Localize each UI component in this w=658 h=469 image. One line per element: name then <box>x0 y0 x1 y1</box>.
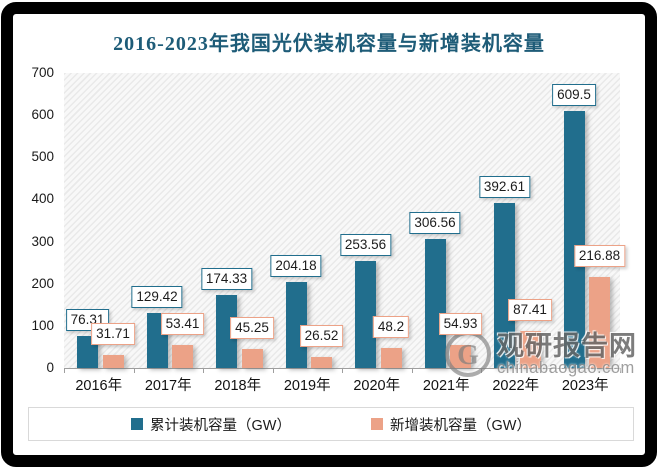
y-axis-tick-label: 0 <box>46 360 54 375</box>
x-axis-tick <box>620 368 621 373</box>
x-axis-tick <box>272 368 274 373</box>
y-axis-tick-label: 300 <box>31 233 54 249</box>
x-axis-category-label: 2017年 <box>144 378 192 394</box>
bar-new-2023年 <box>589 276 610 368</box>
bar-new-2016年 <box>102 354 124 368</box>
data-label-new-2020年: 48.2 <box>372 315 410 338</box>
legend-item: 新增装机容量（GW） <box>371 414 531 435</box>
bar-cumulative-2021年 <box>424 238 446 368</box>
data-label-cumulative-2023年: 609.5 <box>552 84 596 107</box>
g-circle-logo-icon: G <box>445 331 491 377</box>
x-axis-category-label: 2023年 <box>561 378 609 394</box>
data-label-new-2017年: 53.41 <box>160 313 205 336</box>
x-axis-tick <box>342 368 343 373</box>
data-label-cumulative-2017年: 129.42 <box>131 286 183 309</box>
watermark-url: chinabaogao.com <box>497 359 635 377</box>
data-label-new-2023年: 216.88 <box>573 244 626 267</box>
bar-new-2019年 <box>311 356 332 368</box>
y-axis-tick-label: 200 <box>31 275 54 291</box>
legend-label: 累计装机容量（GW） <box>150 417 291 434</box>
data-label-new-2022年: 87.41 <box>508 299 552 322</box>
data-label-cumulative-2020年: 253.56 <box>339 234 392 257</box>
y-axis-tick-label: 500 <box>31 149 54 165</box>
svg-text:G: G <box>457 340 479 371</box>
x-axis-category-label: 2021年 <box>422 378 470 394</box>
chart-title: 2016-2023年我国光伏装机容量与新增装机容量 <box>113 33 545 55</box>
watermark: G 观研报告网 chinabaogao.com <box>443 328 637 380</box>
legend-label: 新增装机容量（GW） <box>390 417 531 434</box>
data-label-cumulative-2019年: 204.18 <box>270 254 322 277</box>
x-axis-tick <box>550 368 552 373</box>
bar-cumulative-2023年 <box>563 111 585 368</box>
data-label-new-2016年: 31.71 <box>91 322 135 345</box>
data-label-cumulative-2022年: 392.61 <box>478 175 531 198</box>
data-label-new-2018年: 45.25 <box>230 316 274 339</box>
x-axis-category-label: 2018年 <box>214 378 262 394</box>
data-label-cumulative-2021年: 306.56 <box>409 211 461 234</box>
y-axis-tick-label: 100 <box>31 317 54 333</box>
x-axis-tick <box>203 368 204 373</box>
bar-new-2021年 <box>450 344 471 368</box>
data-label-new-2019年: 26.52 <box>299 324 344 347</box>
x-axis-tick <box>133 368 135 373</box>
bar-new-2017年 <box>172 345 193 368</box>
bar-cumulative-2022年 <box>494 202 515 368</box>
x-axis-category-label: 2022年 <box>492 378 540 394</box>
data-label-new-2021年: 54.93 <box>438 312 483 335</box>
data-label-cumulative-2018年: 174.33 <box>200 267 253 290</box>
bar-new-2018年 <box>241 348 263 368</box>
y-axis-tick-label: 600 <box>31 107 54 123</box>
bar-cumulative-2018年 <box>216 294 237 368</box>
x-axis-category-label: 2016年 <box>75 378 123 394</box>
x-axis-tick <box>64 368 65 373</box>
x-axis-category-label: 2019年 <box>283 378 331 394</box>
legend-item: 累计装机容量（GW） <box>131 414 291 435</box>
watermark-text: 观研报告网 <box>497 331 637 361</box>
x-axis-category-label: 2020年 <box>353 378 401 394</box>
x-axis-tick <box>411 368 413 373</box>
bar-new-2022年 <box>519 331 541 368</box>
y-axis-tick-label: 400 <box>31 191 54 207</box>
bar-new-2020年 <box>380 347 402 368</box>
legend-swatch-icon <box>371 418 383 430</box>
y-axis-tick-label: 700 <box>31 65 54 80</box>
legend-swatch-icon <box>131 418 144 430</box>
bar-cumulative-2020年 <box>355 261 376 368</box>
chart-legend: 累计装机容量（GW） 新增装机容量（GW） <box>28 407 634 441</box>
